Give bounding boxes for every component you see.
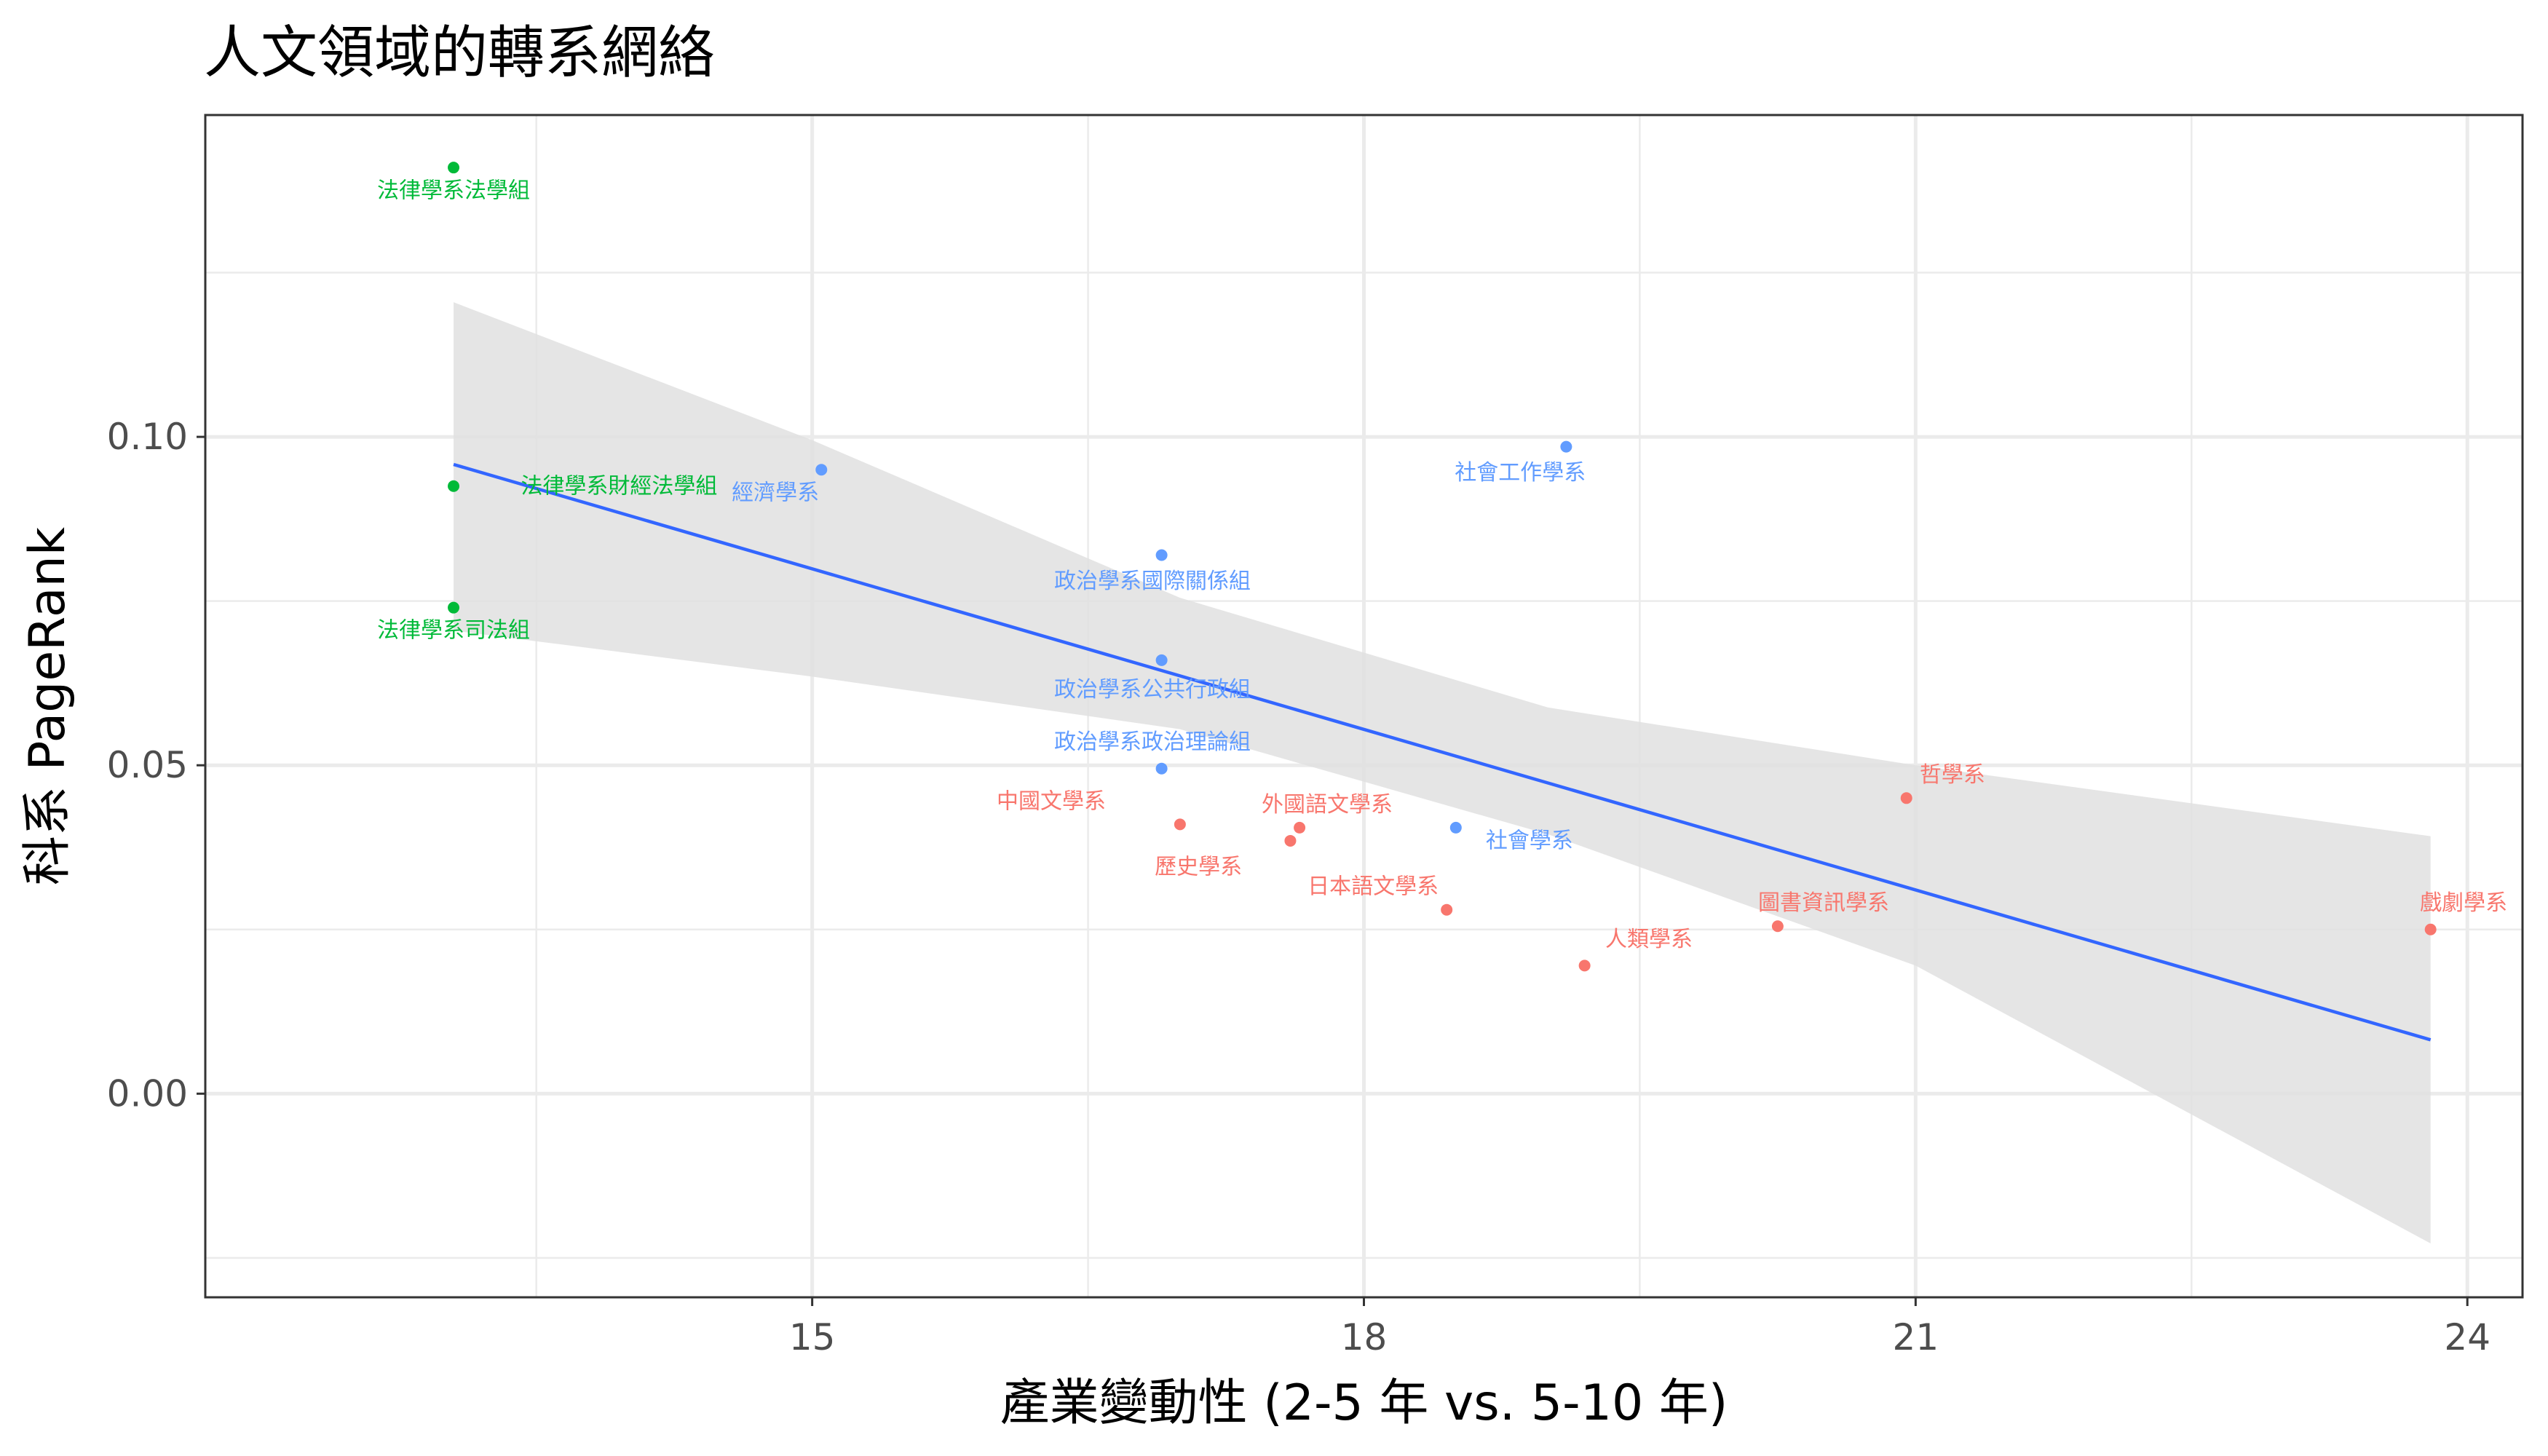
point-label: 政治學系公共行政組 <box>1054 677 1251 703</box>
y-axis-ticks: 0.00 0.05 0.10 <box>107 416 205 1115</box>
data-point <box>1771 920 1784 933</box>
point-label: 政治學系國際關係組 <box>1054 569 1251 594</box>
data-point <box>448 601 460 614</box>
point-label: 社會學系 <box>1486 828 1573 853</box>
data-point <box>448 480 460 492</box>
point-label: 法律學系司法組 <box>377 618 530 644</box>
x-tick-label: 24 <box>2444 1316 2490 1358</box>
data-point <box>1441 903 1453 916</box>
y-tick-label: 0.05 <box>107 744 188 786</box>
x-tick-label: 18 <box>1341 1316 1388 1358</box>
confidence-band-area <box>454 302 2431 1244</box>
fit-line <box>453 462 2432 1042</box>
x-axis-title: 產業變動性 (2-5 年 vs. 5-10 年) <box>1000 1374 1728 1432</box>
data-point <box>1560 440 1572 453</box>
data-point <box>1449 821 1462 834</box>
data-point <box>448 162 460 174</box>
data-points <box>448 162 2437 972</box>
data-point <box>1294 821 1306 834</box>
confidence-band <box>454 302 2431 1244</box>
data-point <box>1284 834 1297 847</box>
y-tick-label: 0.10 <box>107 416 188 458</box>
point-label: 圖書資訊學系 <box>1758 890 1889 916</box>
point-label: 人類學系 <box>1605 927 1693 952</box>
y-axis-title: 科系 PageRank <box>19 526 76 885</box>
data-point <box>1155 762 1168 775</box>
point-label: 法律學系財經法學組 <box>521 473 717 499</box>
data-point <box>1155 549 1168 561</box>
point-label: 中國文學系 <box>997 788 1106 814</box>
point-label: 日本語文學系 <box>1307 874 1439 900</box>
y-tick-label: 0.00 <box>107 1072 188 1115</box>
data-point <box>1155 654 1168 666</box>
data-point <box>1900 792 1912 804</box>
data-point <box>2424 923 2437 935</box>
point-label: 歷史學系 <box>1155 855 1242 880</box>
point-label: 外國語文學系 <box>1262 792 1393 818</box>
x-tick-label: 15 <box>789 1316 836 1358</box>
point-label: 哲學系 <box>1920 762 1985 788</box>
point-label: 法律學系法學組 <box>377 178 530 203</box>
point-label: 政治學系政治理論組 <box>1054 729 1251 755</box>
point-label: 經濟學系 <box>732 480 819 505</box>
data-point <box>1578 960 1591 972</box>
page-title: 人文領域的轉系網絡 <box>204 20 716 86</box>
regression-line <box>453 462 2432 1042</box>
data-point <box>1174 818 1186 831</box>
point-label: 社會工作學系 <box>1455 460 1586 486</box>
point-label: 戲劇學系 <box>2420 890 2507 916</box>
x-axis-ticks: 15 18 21 24 <box>789 1297 2490 1358</box>
data-point <box>815 464 828 476</box>
x-tick-label: 21 <box>1893 1316 1939 1358</box>
